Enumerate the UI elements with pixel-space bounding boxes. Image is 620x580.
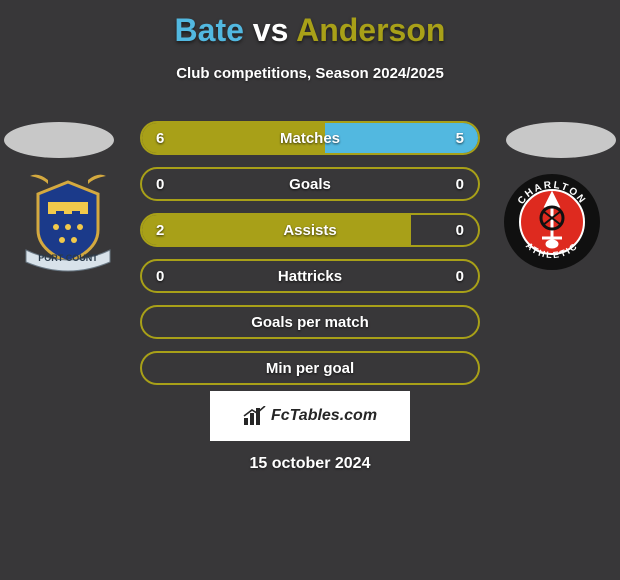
branding-box: FcTables.com	[210, 391, 410, 441]
page-title: Bate vs Anderson	[0, 0, 620, 49]
bar-label: Min per goal	[142, 353, 478, 383]
player2-name: Anderson	[296, 12, 445, 48]
date-text: 15 october 2024	[0, 455, 620, 473]
comparison-bars: 65Matches 00Goals 20Assists 00Hattricks Goal…	[140, 121, 480, 397]
left-ellipse	[4, 122, 114, 158]
subtitle: Club competitions, Season 2024/2025	[0, 65, 620, 82]
stockport-crest-icon: PORT COUNT	[18, 172, 118, 272]
bar-label: Assists	[142, 215, 478, 245]
branding-text: FcTables.com	[271, 407, 377, 425]
bar-label: Goals	[142, 169, 478, 199]
stat-bar: Min per goal	[140, 351, 480, 385]
charlton-crest-icon: CHARLTON ATHLETIC	[502, 172, 602, 272]
right-ellipse	[506, 122, 616, 158]
left-team-badge: PORT COUNT	[18, 172, 118, 272]
stat-bar: 00Hattricks	[140, 259, 480, 293]
stat-bar: 65Matches	[140, 121, 480, 155]
bar-label: Goals per match	[142, 307, 478, 337]
stat-bar: 20Assists	[140, 213, 480, 247]
player1-name: Bate	[175, 12, 244, 48]
bar-label: Matches	[142, 123, 478, 153]
fctables-logo-icon	[243, 406, 267, 426]
stat-bar: Goals per match	[140, 305, 480, 339]
vs-text: vs	[253, 12, 289, 48]
right-team-badge: CHARLTON ATHLETIC	[502, 172, 602, 272]
stat-bar: 00Goals	[140, 167, 480, 201]
svg-text:PORT COUNT: PORT COUNT	[38, 253, 98, 263]
bar-label: Hattricks	[142, 261, 478, 291]
